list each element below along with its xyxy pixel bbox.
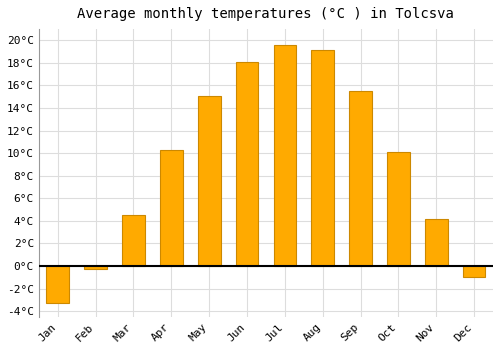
Bar — [160, 150, 182, 266]
Bar — [425, 219, 448, 266]
Bar — [236, 62, 258, 266]
Bar — [349, 91, 372, 266]
Bar — [84, 266, 107, 270]
Title: Average monthly temperatures (°C ) in Tolcsva: Average monthly temperatures (°C ) in To… — [78, 7, 454, 21]
Bar — [387, 152, 410, 266]
Bar — [46, 266, 69, 303]
Bar — [274, 45, 296, 266]
Bar — [122, 215, 145, 266]
Bar — [198, 96, 220, 266]
Bar — [463, 266, 485, 277]
Bar — [312, 50, 334, 266]
